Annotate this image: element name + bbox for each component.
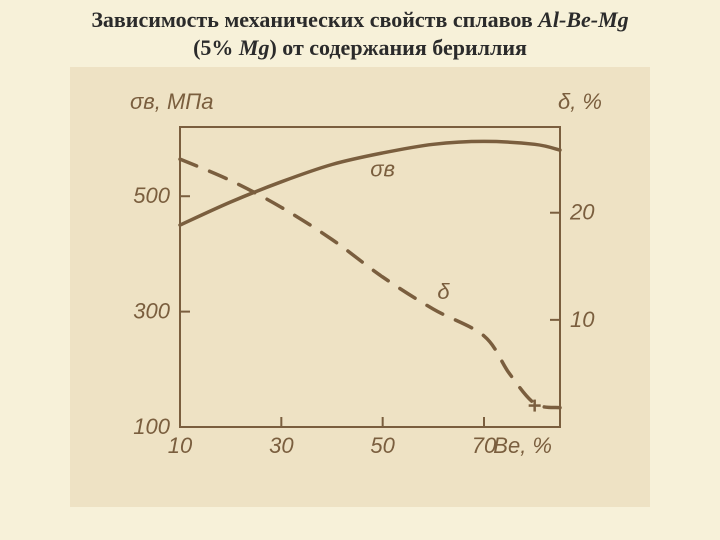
yl-axis-label: σв, МПа — [130, 89, 213, 114]
x-tick-label: 50 — [370, 433, 395, 458]
caption-alloy: Al-Be-Mg — [538, 7, 628, 32]
yl-tick-label: 500 — [133, 183, 170, 208]
chart: 10305070Be, %100300500σв, МПа1020δ, % σв… — [70, 67, 650, 507]
caption-line2-prefix: (5% — [193, 35, 239, 60]
yr-tick-label: 10 — [570, 307, 595, 332]
caption-percent-element: Mg — [239, 35, 270, 60]
caption-line2-suffix: ) от содержания бериллия — [269, 35, 526, 60]
figure-caption: Зависимость механических свойств сплавов… — [0, 6, 720, 65]
yl-tick-label: 100 — [133, 414, 170, 439]
yr-axis-label: δ, % — [558, 89, 602, 114]
scan-background — [70, 67, 650, 507]
yr-tick-label: 20 — [569, 200, 595, 225]
page: Зависимость механических свойств сплавов… — [0, 0, 720, 540]
x-tick-label: 30 — [269, 433, 294, 458]
chart-svg: 10305070Be, %100300500σв, МПа1020δ, % σв… — [70, 67, 650, 507]
x-tick-label: 10 — [168, 433, 193, 458]
x-axis-label: Be, % — [493, 433, 552, 458]
series-sigma-b-label: σв — [370, 156, 395, 181]
yl-tick-label: 300 — [133, 299, 170, 324]
caption-line1-prefix: Зависимость механических свойств сплавов — [91, 7, 538, 32]
series-delta-label: δ — [437, 279, 450, 304]
